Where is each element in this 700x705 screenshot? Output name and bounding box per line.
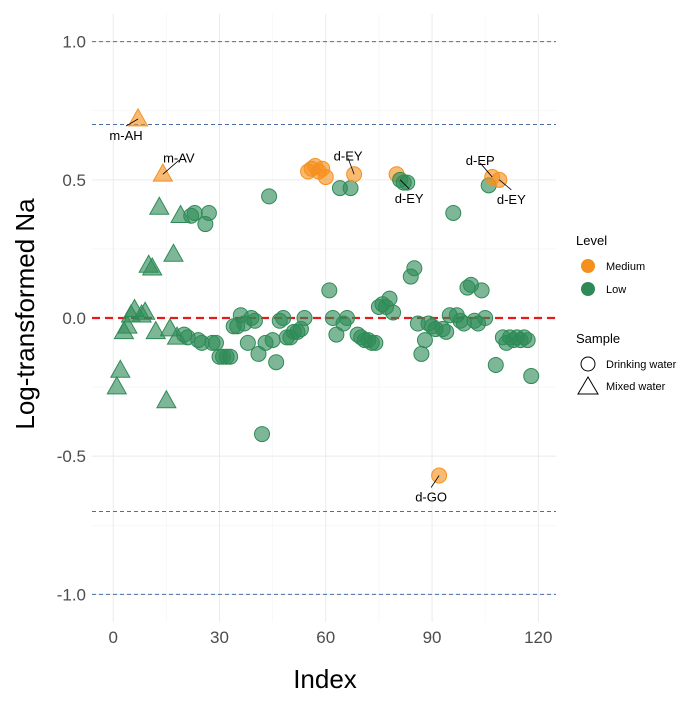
y-tick-label: 0.5 bbox=[62, 171, 86, 190]
y-tick-label: 1.0 bbox=[62, 33, 86, 52]
x-tick-label: 120 bbox=[524, 628, 552, 647]
data-point-circle bbox=[239, 334, 256, 351]
annotation-leader bbox=[162, 159, 180, 175]
legend-label-mixed-water: Mixed water bbox=[606, 381, 666, 393]
annotation-leader bbox=[125, 118, 139, 127]
data-point-circle bbox=[275, 310, 292, 326]
data-point-triangle bbox=[156, 389, 177, 409]
data-point-triangle bbox=[148, 196, 170, 215]
points-layer bbox=[106, 107, 540, 484]
legend-label-drinking-water: Drinking water bbox=[606, 359, 677, 371]
x-tick-label: 0 bbox=[109, 628, 118, 647]
legend-marker-mixed-water bbox=[577, 376, 599, 395]
data-point-triangle bbox=[145, 320, 167, 340]
data-point-circle bbox=[254, 426, 271, 443]
y-tick-label: -1.0 bbox=[57, 585, 86, 604]
legend-marker-medium bbox=[581, 259, 595, 273]
x-tick-label: 90 bbox=[423, 628, 442, 647]
data-point-triangle bbox=[152, 163, 174, 182]
annotation-leader bbox=[347, 158, 355, 175]
data-point-circle bbox=[222, 348, 239, 365]
annotation-leader bbox=[499, 179, 512, 191]
data-point-circle bbox=[399, 174, 416, 191]
data-point-circle bbox=[473, 282, 490, 299]
legend-level-title: Level bbox=[576, 233, 607, 248]
y-axis-label: Log-transformed Na bbox=[10, 198, 40, 430]
data-point-circle bbox=[385, 304, 402, 321]
data-point-circle bbox=[342, 180, 359, 197]
data-point-circle bbox=[487, 356, 504, 373]
data-point-circle bbox=[413, 345, 430, 362]
data-point-triangle bbox=[109, 359, 131, 378]
annotation-label: d-EP bbox=[466, 153, 495, 168]
reference-lines bbox=[92, 41, 556, 595]
data-point-circle bbox=[416, 332, 433, 349]
data-point-circle bbox=[200, 204, 217, 221]
annotation-label: m-AH bbox=[109, 128, 142, 143]
data-point-triangle bbox=[163, 243, 184, 262]
legend-sample: Sample Drinking water Mixed water bbox=[576, 331, 677, 395]
legend-label-low: Low bbox=[606, 284, 626, 296]
y-tick-label: 0.0 bbox=[62, 309, 86, 328]
x-tick-label: 30 bbox=[210, 628, 229, 647]
legend-sample-title: Sample bbox=[576, 331, 620, 346]
legend-label-medium: Medium bbox=[606, 261, 645, 273]
annotation-label: m-AV bbox=[163, 150, 195, 165]
data-point-circle bbox=[519, 332, 536, 349]
annotation-leader bbox=[399, 179, 410, 190]
legend-level: Level Medium Low bbox=[576, 233, 645, 296]
data-point-circle bbox=[406, 260, 423, 277]
data-point-circle bbox=[523, 368, 540, 385]
data-point-circle bbox=[317, 169, 334, 186]
data-point-triangle bbox=[134, 301, 156, 320]
annotation-layer: m-AH m-AV d-EY d-EY d-EP d-EY d-GO bbox=[109, 118, 526, 505]
data-point-circle bbox=[296, 310, 313, 326]
data-point-triangle bbox=[117, 315, 138, 334]
data-point-circle bbox=[264, 332, 281, 349]
y-tick-label: -0.5 bbox=[57, 447, 86, 466]
legend-marker-drinking-water bbox=[580, 356, 596, 372]
annotation-label: d-EY bbox=[395, 191, 424, 206]
tick-labels: -1.0 -0.5 0.0 0.5 1.0 0 30 60 90 120 bbox=[57, 33, 553, 647]
data-point-circle bbox=[339, 310, 356, 326]
x-tick-label: 60 bbox=[316, 628, 335, 647]
data-point-circle bbox=[381, 290, 398, 307]
annotation-leader bbox=[479, 162, 493, 178]
data-point-circle bbox=[445, 204, 462, 221]
annotation-label: d-EY bbox=[497, 192, 526, 207]
data-point-circle bbox=[321, 282, 338, 299]
annotation-label: d-GO bbox=[415, 490, 447, 505]
data-point-circle bbox=[477, 310, 494, 326]
legend-marker-low bbox=[581, 282, 595, 296]
annotation-label: d-EY bbox=[334, 148, 363, 163]
data-point-circle bbox=[268, 354, 285, 371]
data-point-circle bbox=[261, 188, 278, 205]
annotation-leader bbox=[430, 475, 440, 488]
data-point-triangle bbox=[141, 257, 163, 276]
data-point-circle bbox=[438, 323, 455, 340]
x-axis-label: Index bbox=[293, 664, 357, 694]
data-point-circle bbox=[246, 312, 263, 329]
data-point-circle bbox=[207, 334, 224, 351]
data-point-circle bbox=[367, 334, 384, 351]
data-point-triangle bbox=[106, 375, 128, 395]
